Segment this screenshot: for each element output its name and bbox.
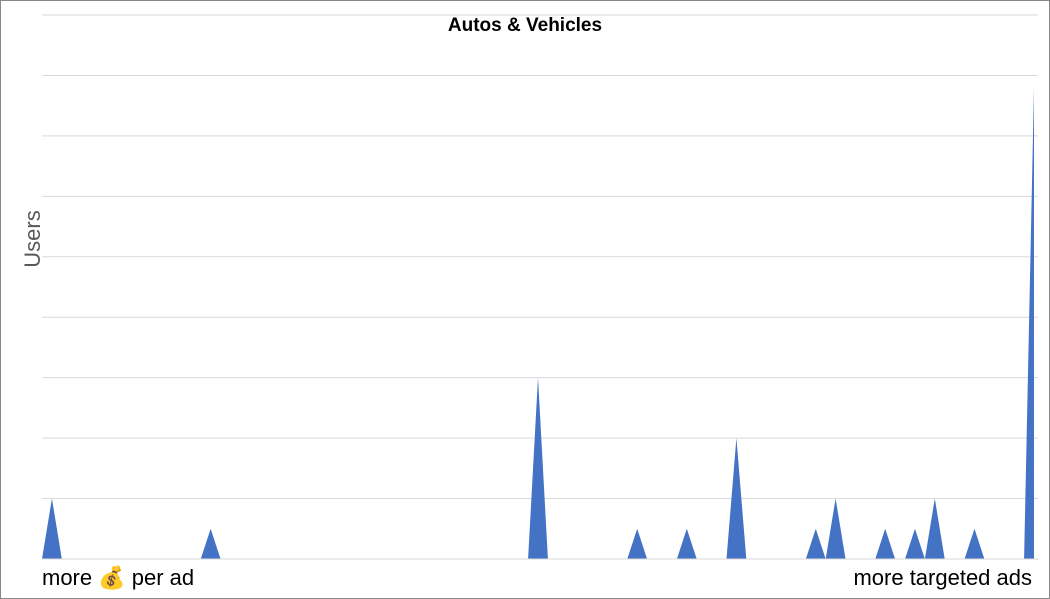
x-left-label: more 💰 per ad bbox=[42, 565, 194, 591]
x-right-label: more targeted ads bbox=[853, 565, 1032, 590]
y-axis-label: Users bbox=[20, 210, 45, 267]
chart-title: Autos & Vehicles bbox=[448, 15, 602, 36]
area bbox=[42, 87, 1034, 560]
